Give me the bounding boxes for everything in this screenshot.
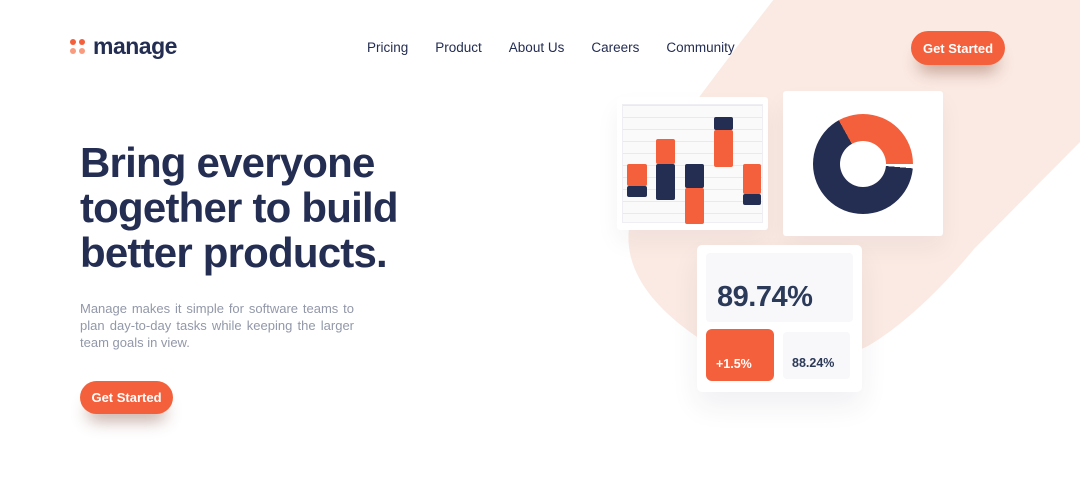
nav-item-about-us[interactable]: About Us: [508, 40, 565, 55]
bar-segment: [743, 164, 761, 194]
donut-chart-card: [783, 91, 943, 236]
primary-stat-value: 89.74%: [717, 281, 813, 313]
bar-segment: [685, 188, 704, 224]
bar-segment: [714, 130, 733, 167]
nav-item-product[interactable]: Product: [435, 40, 482, 55]
logo-dots-icon: [70, 38, 85, 54]
secondary-stat-value: 88.24%: [792, 356, 835, 370]
bar-segment: [743, 194, 761, 205]
bar-chart-plot: [622, 104, 763, 224]
bar-segment: [685, 164, 704, 188]
donut-hole: [840, 140, 886, 187]
secondary-stat-tile: 88.24%: [783, 332, 850, 379]
bar-segment: [627, 164, 647, 186]
hero-heading: Bring everyone together to build better …: [80, 140, 398, 275]
delta-stat-tile: +1.5%: [706, 329, 774, 381]
hero-heading-line: better products.: [80, 229, 388, 276]
header: manage Pricing Product About Us Careers …: [0, 0, 1080, 80]
bar-segment: [714, 117, 733, 130]
delta-stat-value: +1.5%: [716, 357, 752, 371]
primary-stat-tile: 89.74%: [706, 253, 853, 322]
main-nav: Pricing Product About Us Careers Communi…: [367, 40, 735, 55]
get-started-button-hero[interactable]: Get Started: [80, 381, 173, 414]
nav-item-careers[interactable]: Careers: [591, 40, 640, 55]
hero-paragraph: Manage makes it simple for software team…: [80, 301, 354, 350]
stats-card: 89.74% +1.5% 88.24%: [697, 245, 862, 392]
logo[interactable]: manage: [70, 33, 177, 59]
hero-heading-line: Bring everyone: [80, 139, 375, 186]
nav-item-pricing[interactable]: Pricing: [367, 40, 409, 55]
get-started-button-header[interactable]: Get Started: [911, 31, 1005, 65]
donut-chart: [813, 113, 913, 214]
bar-segment: [656, 164, 675, 200]
nav-item-community[interactable]: Community: [666, 40, 735, 55]
bar-chart-card: [617, 97, 768, 230]
hero-heading-line: together to build: [80, 184, 398, 231]
brand-name: manage: [93, 33, 177, 59]
bar-segment: [656, 139, 675, 164]
bar-segment: [627, 186, 647, 197]
